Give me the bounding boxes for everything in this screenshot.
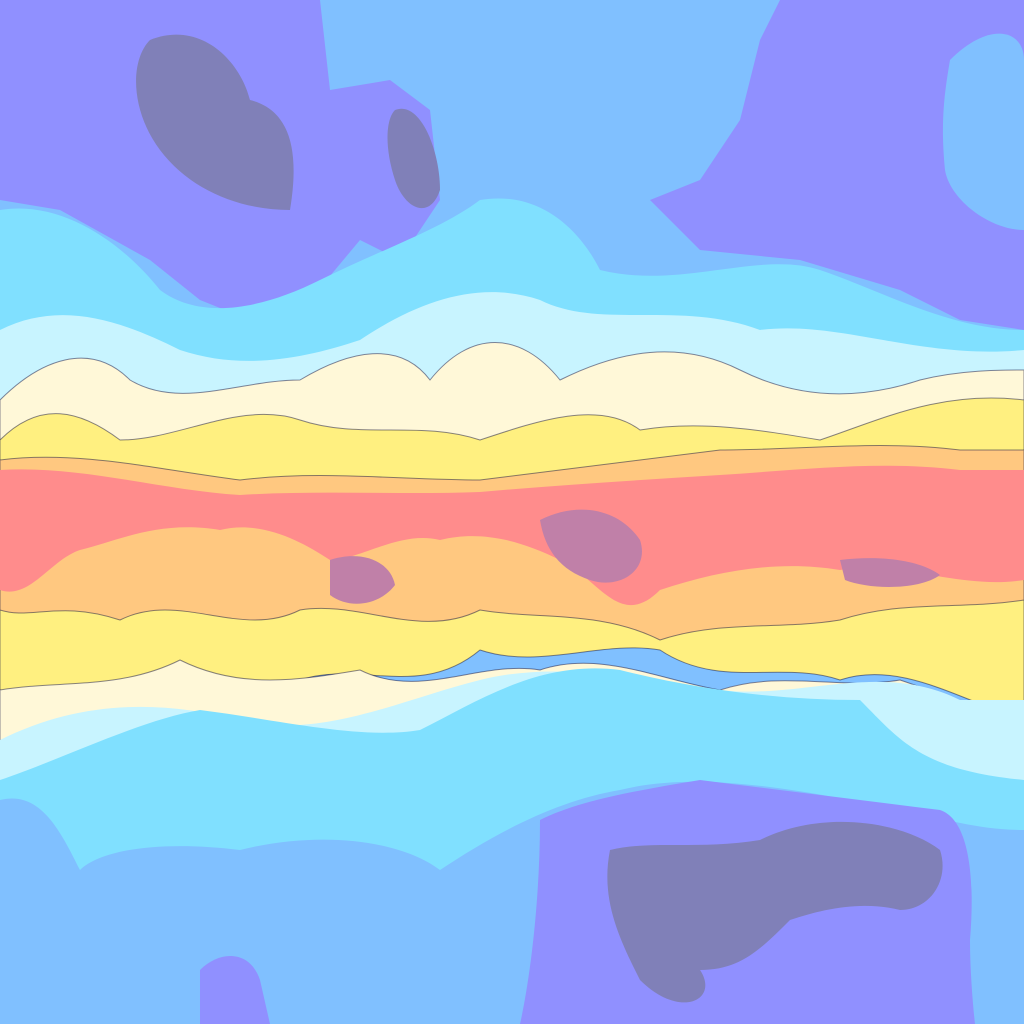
extreme-patch-2: [330, 556, 395, 604]
north-cool-patch-east: [942, 33, 1024, 231]
north-very-cold-core-2: [387, 108, 440, 209]
north-cold-region-east: [650, 0, 1024, 330]
extreme-patch-3: [840, 558, 940, 587]
extreme-patch-1: [540, 509, 642, 583]
north-very-cold-core-1: [136, 34, 294, 211]
very-hot-core: [0, 465, 1024, 606]
south-cold-patch-west: [200, 956, 270, 1024]
south-very-cold-core: [607, 821, 943, 1003]
